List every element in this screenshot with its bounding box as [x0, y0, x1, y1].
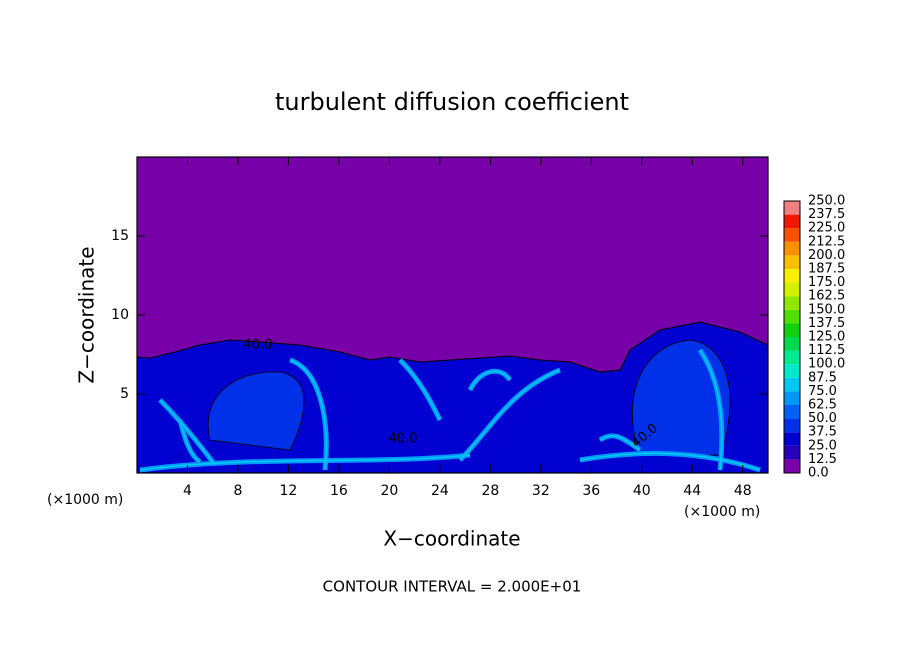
x-tick-label: 44 — [683, 483, 701, 499]
colorbar-label: 50.0 — [808, 411, 837, 426]
colorbar-swatch — [784, 323, 800, 337]
x-tick-label: 36 — [582, 483, 600, 499]
chart-title: turbulent diffusion coefficient — [275, 88, 629, 116]
colorbar-swatch — [784, 350, 800, 365]
colorbar-label: 175.0 — [808, 275, 845, 290]
contour-label: 40.0 — [389, 432, 418, 447]
x-tick-label: 40 — [633, 483, 651, 499]
colorbar-label: 225.0 — [808, 221, 845, 236]
colorbar-label: 87.5 — [808, 370, 837, 385]
footer: CONTOUR INTERVAL = 2.000E+01 — [323, 578, 582, 596]
colorbar-label: 25.0 — [808, 438, 837, 453]
colorbar-swatch — [784, 364, 800, 378]
x-tick-label: 24 — [431, 483, 449, 499]
colorbar-swatch — [784, 309, 800, 324]
colorbar-label: 75.0 — [808, 384, 837, 399]
x-tick-label: 12 — [280, 483, 298, 499]
y-tick-label: 15 — [111, 228, 129, 244]
colorbar-label: 12.5 — [808, 452, 837, 467]
colorbar-label: 37.5 — [808, 425, 837, 440]
colorbar-label: 0.0 — [808, 466, 829, 481]
colorbar-label: 150.0 — [808, 302, 845, 317]
streak-core — [289, 359, 327, 471]
colorbar-frame — [783, 200, 801, 474]
streak-core — [139, 454, 471, 471]
colorbar-swatch — [784, 391, 800, 405]
colorbar-swatch — [784, 269, 800, 283]
colorbar-swatch — [784, 282, 800, 297]
colorbar-label: 62.5 — [808, 398, 837, 413]
x-tick-label: 16 — [330, 483, 348, 499]
colorbar-label: 112.5 — [808, 343, 845, 358]
colorbar-swatch — [784, 432, 800, 446]
colorbar-swatch — [784, 296, 800, 310]
y-tick-label: 5 — [120, 386, 129, 402]
colorbar-swatch — [784, 255, 800, 269]
streak-core — [179, 419, 201, 463]
streak-core — [699, 349, 723, 471]
x-tick-label: 4 — [183, 483, 192, 499]
streak-core — [579, 452, 761, 471]
y-unit: (×1000 m) — [47, 492, 123, 508]
colorbar-swatch — [784, 337, 800, 351]
x-axis-label: X−coordinate — [383, 527, 520, 551]
y-tick-label: 10 — [111, 307, 129, 323]
x-tick-label: 32 — [532, 483, 550, 499]
streak-core — [159, 399, 216, 466]
colorbar-swatch — [784, 201, 800, 215]
colorbar-swatch — [784, 214, 800, 229]
streak-core — [599, 435, 641, 451]
colorbar-label: 200.0 — [808, 248, 845, 263]
streak-core — [399, 359, 441, 421]
colorbar-label: 100.0 — [808, 357, 845, 372]
colorbar-swatch — [784, 445, 800, 460]
field: 40.040.0 40.0 — [136, 157, 769, 474]
inner-region — [207, 339, 731, 456]
colorbar-label: 187.5 — [808, 262, 845, 277]
y-axis-label: Z−coordinate — [75, 246, 99, 383]
x-tick-label: 8 — [233, 483, 242, 499]
x-tick-label: 48 — [734, 483, 752, 499]
colorbar-swatch — [784, 241, 800, 256]
colorbar-label: 137.5 — [808, 316, 845, 331]
colorbar-swatch — [784, 228, 800, 242]
colorbar-swatch — [784, 377, 800, 392]
colorbar-label: 162.5 — [808, 289, 845, 304]
x-tick-label: 28 — [481, 483, 499, 499]
streak-core — [459, 369, 561, 461]
colorbar-swatch — [784, 405, 800, 419]
colorbar-label: 250.0 — [808, 194, 845, 209]
colorbar-swatch — [784, 459, 800, 473]
colorbar-swatch — [784, 418, 800, 433]
streak-core — [469, 370, 511, 391]
x-unit: (×1000 m) — [684, 504, 760, 520]
colorbar-label: 212.5 — [808, 234, 845, 249]
colorbar-label: 125.0 — [808, 330, 845, 345]
colorbar-label: 237.5 — [808, 207, 845, 222]
x-tick-label: 20 — [380, 483, 398, 499]
contour-label: 40.0 — [244, 338, 273, 353]
